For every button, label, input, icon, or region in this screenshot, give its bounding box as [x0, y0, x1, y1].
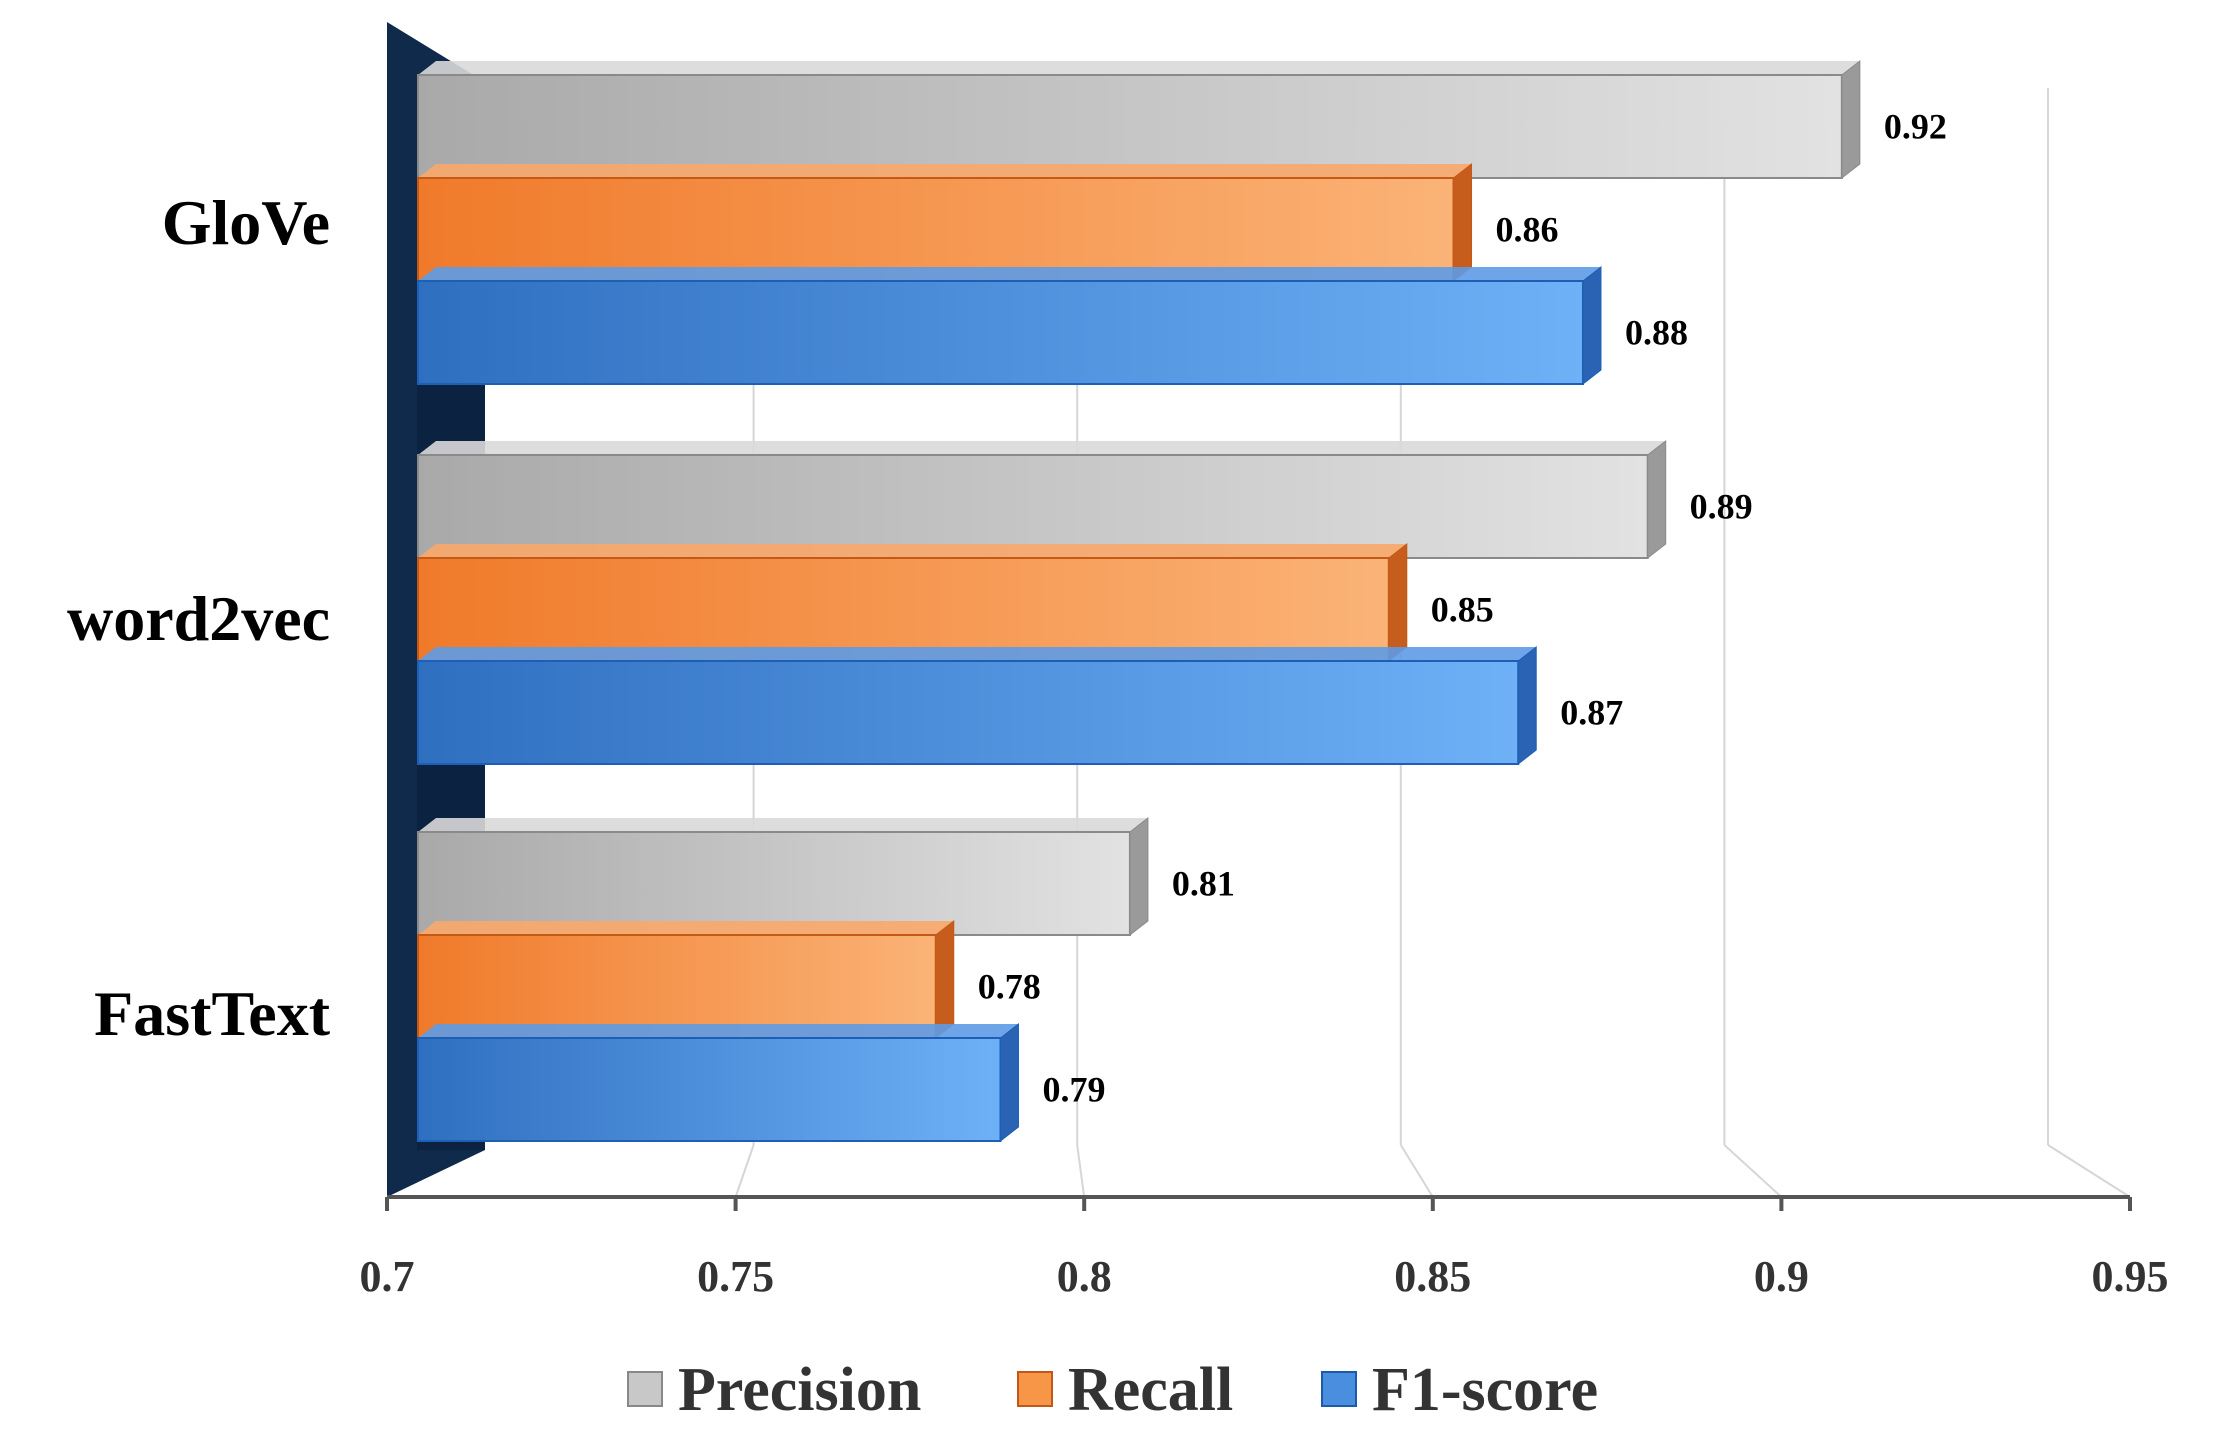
gridline-floor [2047, 1144, 2131, 1198]
bar-recall [417, 177, 1455, 282]
data-label-recall: 0.86 [1496, 210, 1559, 250]
legend-swatch-precision [627, 1371, 663, 1407]
x-tick-label: 0.9 [1754, 1252, 1809, 1301]
bar-top-f1-score [418, 1024, 1019, 1038]
bar-f1-score [417, 280, 1584, 385]
x-tick-label: 0.75 [697, 1252, 774, 1301]
bar-precision [417, 74, 1843, 179]
bar-end-precision [1647, 439, 1667, 560]
data-label-f1-score: 0.88 [1625, 313, 1688, 353]
data-label-precision: 0.81 [1172, 864, 1235, 904]
category-label: GloVe [162, 187, 330, 258]
bar-precision [417, 454, 1649, 559]
bar-precision [417, 831, 1131, 936]
x-tick-label: 0.95 [2092, 1252, 2169, 1301]
data-label-f1-score: 0.79 [1042, 1070, 1105, 1110]
bar-end-recall [935, 919, 955, 1040]
bar-end-f1-score [1582, 265, 1602, 386]
data-labels: 0.92 0.86 0.88 0.89 0.85 0.87 0.81 0.78 0.79 [978, 107, 1947, 1110]
legend-label-f1-score: F1-score [1372, 1356, 1598, 1424]
bar-top-precision [418, 61, 1860, 75]
bar-top-recall [418, 544, 1407, 558]
data-label-recall: 0.78 [978, 967, 1041, 1007]
bar-end-recall [1453, 162, 1473, 283]
bar-recall [417, 557, 1390, 662]
legend: Precision Recall F1-score [627, 1356, 1598, 1424]
gridline-floor [1723, 1144, 1783, 1198]
bar-top-f1-score [418, 267, 1601, 281]
bar-end-f1-score [1517, 645, 1537, 766]
bar-top-f1-score [418, 647, 1537, 661]
legend-swatch-f1-score [1321, 1371, 1357, 1407]
x-tick-label: 0.7 [360, 1252, 415, 1301]
bar-end-precision [1129, 816, 1149, 937]
bar-recall [417, 934, 937, 1039]
x-axis: 0.7 0.75 0.8 0.85 0.9 0.95 [360, 1195, 2169, 1301]
bar-f1-score [417, 660, 1520, 765]
legend-swatch-recall [1017, 1371, 1053, 1407]
data-label-precision: 0.92 [1884, 107, 1947, 147]
gridline-floor [734, 1144, 755, 1198]
bars [417, 59, 1861, 1143]
bar-top-precision [418, 818, 1148, 832]
bar-top-recall [418, 164, 1472, 178]
category-label: word2vec [67, 583, 330, 654]
bar-top-precision [418, 441, 1666, 455]
bar-end-precision [1841, 59, 1861, 180]
gridline-floor [1399, 1144, 1434, 1198]
legend-label-precision: Precision [678, 1356, 921, 1424]
data-label-recall: 0.85 [1431, 590, 1494, 630]
bar-end-recall [1388, 542, 1408, 663]
x-tick-label: 0.85 [1394, 1252, 1471, 1301]
bar-f1-score [417, 1037, 1002, 1142]
legend-label-recall: Recall [1068, 1356, 1233, 1424]
gridline-floor [1076, 1144, 1086, 1198]
bar-end-f1-score [999, 1022, 1019, 1143]
x-tick-label: 0.8 [1057, 1252, 1112, 1301]
category-labels: GloVe word2vec FastText [67, 187, 331, 1049]
bar-top-recall [418, 921, 954, 935]
category-label: FastText [94, 978, 331, 1049]
data-label-f1-score: 0.87 [1560, 693, 1623, 733]
data-label-precision: 0.89 [1690, 487, 1753, 527]
